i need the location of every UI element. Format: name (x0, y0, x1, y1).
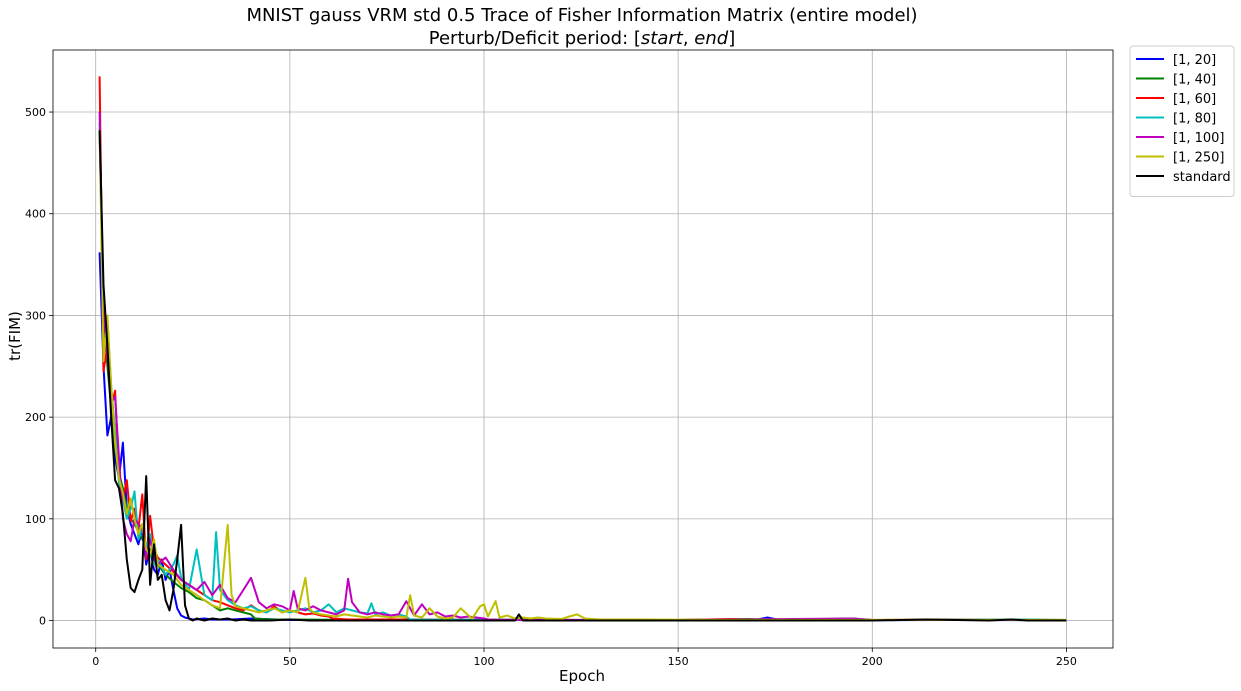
series-line-3 (98, 122, 1067, 621)
y-tick-label: 100 (25, 513, 46, 526)
legend-label: [1, 80] (1173, 112, 1216, 127)
x-tick-label: 100 (473, 655, 494, 668)
legend-box (1129, 45, 1235, 197)
x-tick-label: 150 (668, 655, 689, 668)
x-tick-label: 250 (1056, 655, 1077, 668)
grid (53, 50, 1113, 648)
series-group (98, 76, 1067, 622)
x-tick-label: 50 (283, 655, 297, 668)
y-tick-label: 400 (25, 208, 46, 221)
legend-label: [1, 60] (1173, 92, 1216, 107)
legend-label: [1, 250] (1173, 151, 1225, 166)
y-tick-label: 500 (25, 106, 46, 119)
title-end: end (694, 28, 728, 49)
legend: [1, 20] [1, 40] [1, 60] [1, 80] [1, 100] [1, … (1129, 45, 1235, 197)
x-tick-label: 200 (862, 655, 883, 668)
title-start: start (641, 28, 684, 49)
chart-title: MNIST gauss VRM std 0.5 Trace of Fisher … (246, 5, 917, 49)
chart-title-line2: Perturb/Deficit period: [start, end] (429, 28, 736, 49)
series-line-2 (98, 76, 1067, 621)
title-sep: , (683, 28, 694, 49)
y-axis-ticks: 0 100 200 300 400 500 (25, 106, 53, 628)
legend-label: [1, 20] (1173, 53, 1216, 68)
series-line-4 (98, 111, 1067, 621)
series-line-0 (98, 252, 1067, 622)
x-axis-ticks: 0 50 100 150 200 250 (92, 648, 1077, 668)
title-suffix: ] (728, 28, 735, 49)
y-tick-label: 300 (25, 309, 46, 322)
series-line-5 (98, 130, 1067, 621)
legend-label: standard (1173, 170, 1231, 185)
x-tick-label: 0 (92, 655, 99, 668)
legend-label: [1, 40] (1173, 73, 1216, 88)
legend-label: [1, 100] (1173, 131, 1225, 146)
y-tick-label: 200 (25, 411, 46, 424)
y-tick-label: 0 (39, 615, 46, 628)
plot-frame (52, 49, 1114, 649)
x-axis-label: Epoch (559, 667, 605, 685)
series-line-1 (98, 132, 1067, 621)
title-prefix: Perturb/Deficit period: [ (429, 28, 641, 49)
chart-title-line1: MNIST gauss VRM std 0.5 Trace of Fisher … (246, 5, 917, 26)
y-axis-label: tr(FIM) (6, 311, 24, 361)
series-line-6 (98, 130, 1067, 622)
